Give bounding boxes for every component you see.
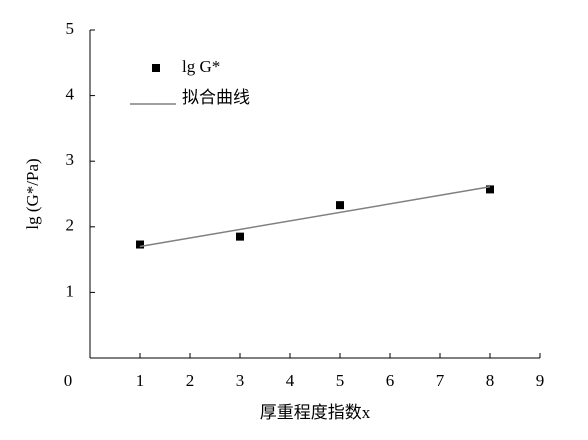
x-tick-label: 6 xyxy=(386,371,395,390)
x-tick-label: 4 xyxy=(286,371,295,390)
x-axis-label: 厚重程度指数x xyxy=(260,403,371,422)
legend-marker xyxy=(152,64,160,72)
x-tick-label: 3 xyxy=(236,371,245,390)
legend-label: 拟合曲线 xyxy=(182,88,250,107)
x-tick-label: 2 xyxy=(186,371,195,390)
fit-line xyxy=(139,186,491,248)
x-tick-label: 8 xyxy=(486,371,495,390)
data-point xyxy=(336,201,344,210)
legend-label: lg G* xyxy=(182,57,220,76)
y-tick-label: 2 xyxy=(66,216,75,235)
data-point xyxy=(236,232,244,241)
x-tick-label: 9 xyxy=(536,371,545,390)
x-tick-label: 7 xyxy=(436,371,445,390)
x-tick-label: 1 xyxy=(136,371,145,390)
data-point xyxy=(486,185,494,194)
y-tick-label: 3 xyxy=(66,150,75,169)
y-tick-label: 1 xyxy=(66,281,75,300)
x-tick-label: 5 xyxy=(336,371,345,390)
x-tick-label: 0 xyxy=(64,371,73,390)
y-axis-label: lg (G*/Pa) xyxy=(23,158,42,229)
data-point xyxy=(136,240,144,249)
y-tick-label: 4 xyxy=(66,85,75,104)
y-tick-label: 5 xyxy=(66,19,75,38)
